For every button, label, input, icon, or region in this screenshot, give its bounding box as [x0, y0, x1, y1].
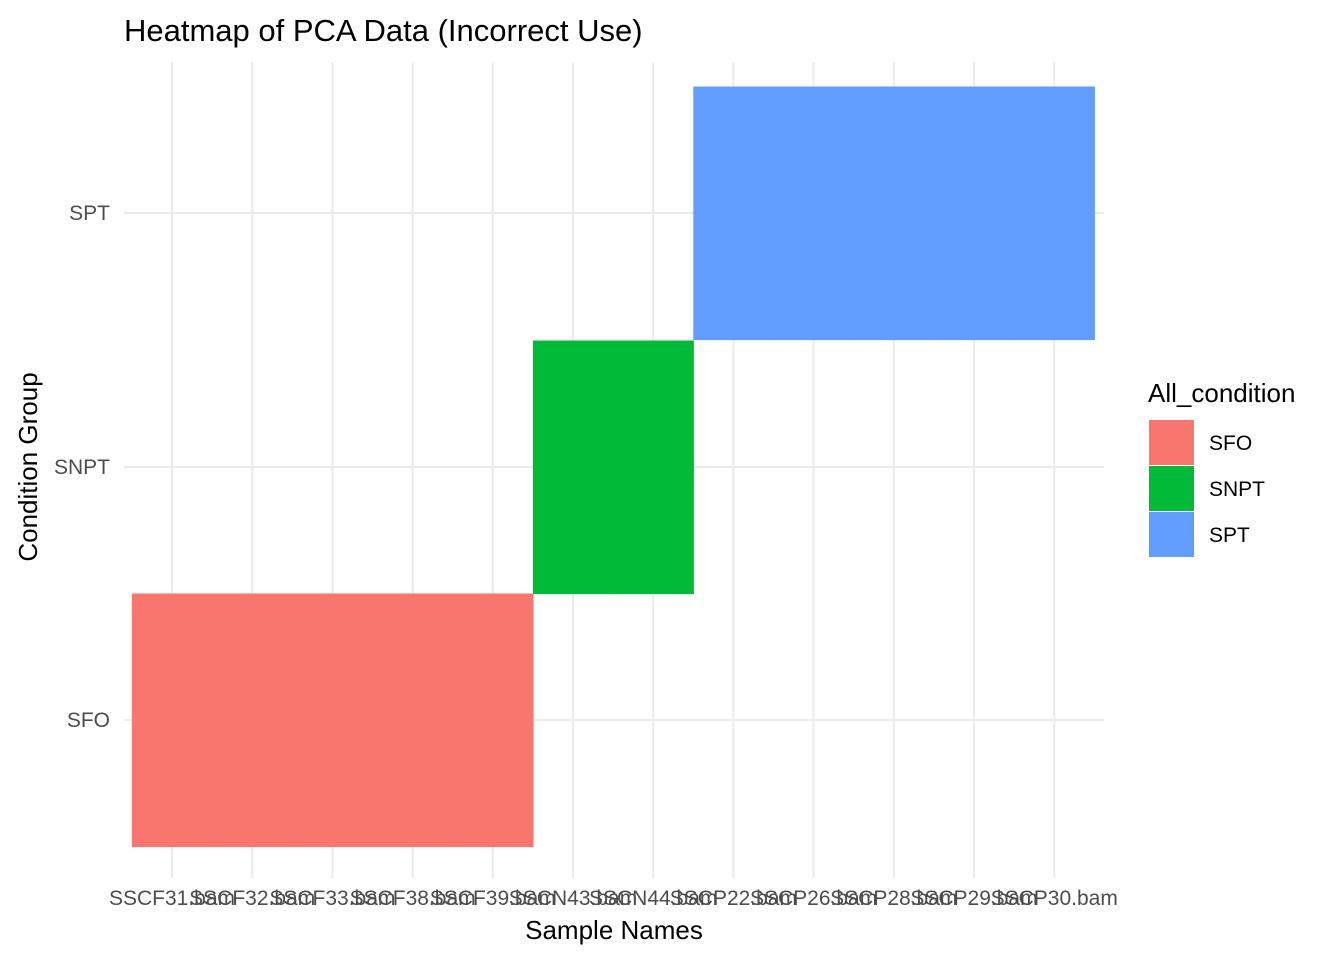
y-axis-title: Condition Group [13, 372, 43, 561]
x-tick-label: SSCF31.bam [109, 887, 235, 910]
heatmap-cell [292, 593, 374, 848]
heatmap-cell [853, 86, 935, 341]
x-tick-label: SSCP28.bam [830, 887, 957, 910]
x-tick-label: SSCP26.bam [750, 887, 877, 910]
legend-label: SFO [1209, 432, 1252, 455]
y-tick-label: SFO [67, 709, 110, 732]
legend-label: SPT [1209, 524, 1250, 547]
heatmap-cell [131, 593, 213, 848]
y-tick-label: SPT [69, 202, 110, 225]
heatmap-cells [131, 86, 1095, 848]
y-tick-label: SNPT [54, 456, 110, 479]
legend-title: All_condition [1148, 378, 1295, 408]
legend-key [1149, 420, 1194, 465]
x-tick-label: SSCF32.bam [189, 887, 315, 910]
x-tick-label: SSCF38.bam [350, 887, 476, 910]
chart-title: Heatmap of PCA Data (Incorrect Use) [124, 13, 643, 48]
x-tick-label: SSCP22.bam [670, 887, 797, 910]
heatmap-cell [933, 86, 1015, 341]
x-axis-title: Sample Names [525, 915, 703, 945]
heatmap-cell [452, 593, 534, 848]
x-tick-label: SSCF39.bam [430, 887, 556, 910]
x-tick-label: SSCP30.bam [991, 887, 1118, 910]
heatmap-cell [613, 340, 694, 595]
legend-key [1149, 466, 1194, 511]
heatmap-cell [693, 86, 775, 341]
heatmap-cell [532, 340, 614, 595]
x-tick-label: SSCP29.bam [910, 887, 1037, 910]
x-tick-label: SSCN43.bam [509, 887, 637, 910]
heatmap-cell [1014, 86, 1095, 341]
legend-key [1149, 512, 1194, 557]
x-tick-label: SSCF33.bam [269, 887, 395, 910]
heatmap-cell [372, 593, 454, 848]
legend: SFO SNPT SPT [1149, 420, 1265, 557]
y-tick-labels: SFO SNPT SPT [54, 202, 110, 732]
heatmap-cell [773, 86, 855, 341]
heatmap-cell [212, 593, 293, 848]
x-tick-label: SSCN44.bam [589, 887, 717, 910]
x-tick-labels: SSCF31.bamSSCF32.bamSSCF33.bamSSCF38.bam… [109, 887, 1118, 910]
legend-label: SNPT [1209, 478, 1265, 501]
